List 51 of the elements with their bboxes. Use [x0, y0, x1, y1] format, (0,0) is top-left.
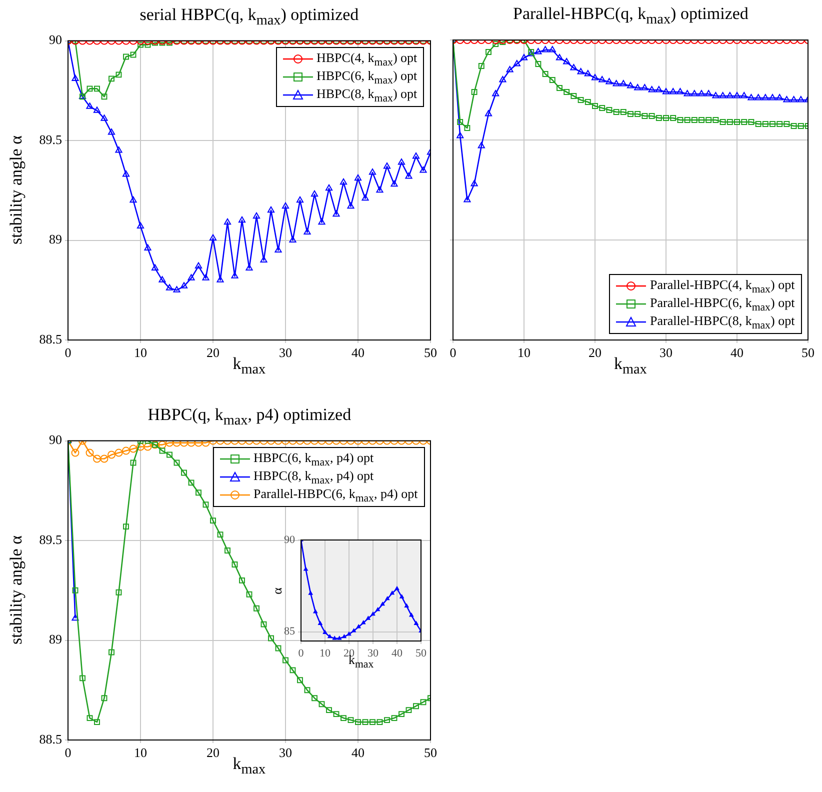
x-tick-label: 20 [206, 345, 220, 360]
y-tick-label: 90 [49, 432, 62, 448]
legend-label: HBPC(6, k$_{max}$, p4) opt [254, 450, 374, 468]
x-tick-label: 40 [352, 345, 364, 360]
y-axis-title: α [268, 587, 285, 594]
y-tick-label: 85 [284, 626, 296, 638]
x-tick-label: 50 [802, 345, 814, 360]
x-axis-title: k$_{max}$ [232, 354, 266, 378]
legend-label: Parallel-HBPC(4, k$_{max}$) opt [650, 276, 795, 296]
x-axis-title: k$_{max}$ [232, 754, 266, 778]
chart-title: serial HBPC(q, k$_{max}$) optimized [140, 4, 359, 30]
y-axis-title: stability angle α [6, 536, 26, 645]
y-tick-label: 88.5 [39, 331, 62, 346]
x-tick-label: 40 [730, 345, 744, 360]
x-tick-label: 10 [320, 647, 331, 660]
y-axis-title: stability angle α [6, 136, 26, 245]
legend-label: HBPC(6, k$_{max}$) opt [316, 68, 418, 86]
x-tick-label: 50 [424, 745, 437, 760]
x-axis-title: k$_{max}$ [614, 354, 647, 378]
x-tick-label: 0 [64, 345, 72, 360]
x-tick-label: 40 [352, 745, 364, 760]
x-tick-label: 50 [416, 647, 427, 660]
x-tick-label: 0 [450, 345, 456, 360]
x-tick-label: 20 [206, 745, 220, 760]
x-tick-label: 30 [279, 745, 292, 760]
y-tick-label: 89.5 [39, 132, 62, 147]
x-tick-label: 0 [298, 647, 304, 660]
chart-title: HBPC(q, k$_{max}$, p4) optimized [148, 404, 352, 430]
y-tick-label: 89 [49, 632, 62, 647]
y-tick-label: 88.5 [39, 731, 62, 746]
y-tick-label: 89.5 [39, 532, 62, 547]
x-tick-label: 40 [392, 647, 403, 660]
x-tick-label: 30 [660, 345, 672, 360]
x-tick-label: 10 [134, 745, 147, 760]
y-tick-label: 89 [49, 232, 62, 247]
x-tick-label: 10 [518, 345, 530, 360]
legend-label: Parallel-HBPC(8, k$_{max}$) opt [650, 312, 795, 332]
x-tick-label: 30 [368, 647, 379, 660]
x-tick-label: 0 [64, 745, 72, 760]
legend-label: HBPC(8, k$_{max}$, p4) opt [254, 468, 374, 486]
x-tick-label: 10 [134, 345, 147, 360]
y-tick-label: 90 [284, 534, 296, 546]
chart-title: Parallel-HBPC(q, k$_{max}$) optimized [513, 4, 748, 28]
legend-label: HBPC(4, k$_{max}$) opt [316, 50, 418, 68]
legend-label: HBPC(8, k$_{max}$) opt [316, 86, 418, 104]
y-tick-label: 90 [49, 32, 62, 48]
x-tick-label: 20 [588, 345, 602, 360]
x-tick-label: 30 [279, 345, 292, 360]
x-tick-label: 50 [424, 345, 437, 360]
legend-label: Parallel-HBPC(6, k$_{max}$, p4) opt [254, 486, 418, 504]
legend-label: Parallel-HBPC(6, k$_{max}$) opt [650, 294, 795, 314]
